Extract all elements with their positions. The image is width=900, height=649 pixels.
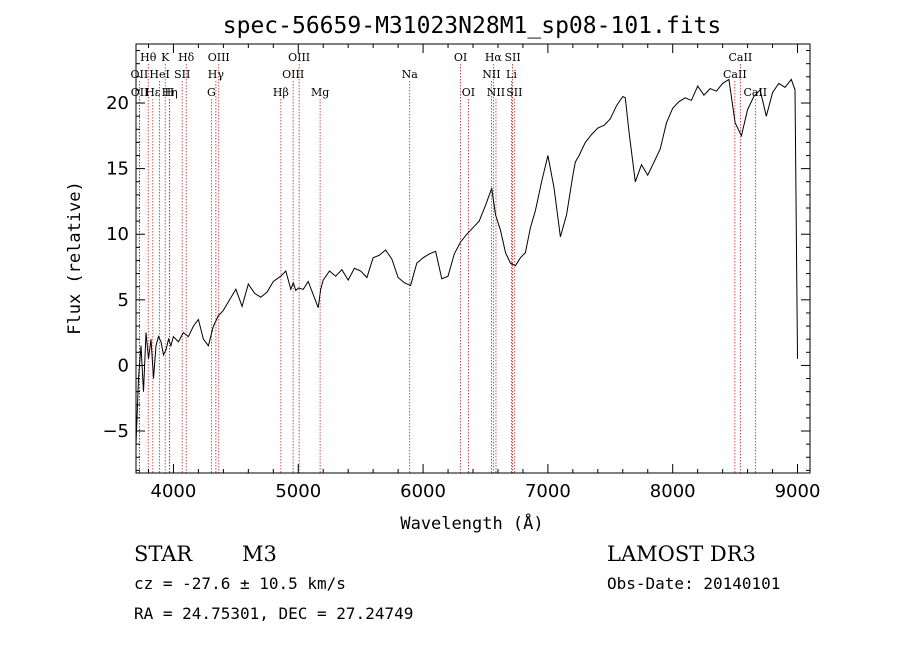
flux-series-line <box>135 78 798 445</box>
x-tick-label: 7000 <box>525 481 571 502</box>
x-tick-label: 5000 <box>275 481 321 502</box>
line-marker-label: Hε <box>145 86 161 99</box>
line-marker-label: Hβ <box>273 86 289 99</box>
x-axis-label: Wavelength (Å) <box>400 512 543 534</box>
line-marker-label: Li <box>506 68 517 81</box>
y-tick-label: 0 <box>118 355 129 376</box>
object-class: STAR <box>134 542 193 566</box>
line-marker-label: Hθ <box>140 51 157 64</box>
y-tick-label: 20 <box>106 93 129 114</box>
survey-name: LAMOST DR3 <box>607 542 756 566</box>
line-marker-label: OII <box>131 86 149 99</box>
line-marker-label: OIII <box>208 51 230 64</box>
line-marker-label: Mg <box>311 86 329 99</box>
object-subclass: M3 <box>242 542 277 566</box>
line-marker-label: SII <box>506 86 522 99</box>
y-tick-label: 10 <box>106 224 129 245</box>
line-marker-label: OIII <box>282 68 304 81</box>
y-tick-label: 5 <box>118 290 129 311</box>
line-marker-label: NII <box>487 86 505 99</box>
line-marker-label: SII <box>504 51 520 64</box>
x-tick-label: 9000 <box>775 481 821 502</box>
y-tick-label: −5 <box>102 421 129 442</box>
line-marker-label: CaII <box>743 86 767 99</box>
coordinates-info: RA = 24.75301, DEC = 27.24749 <box>134 604 413 623</box>
y-axis-label: Flux (relative) <box>65 181 85 335</box>
x-tick-label: 8000 <box>650 481 696 502</box>
y-tick-label: 15 <box>106 159 129 180</box>
chart-title: spec-56659-M31023N28M1_sp08-101.fits <box>223 13 722 39</box>
line-marker-label: OI <box>462 86 475 99</box>
line-marker-label: OI <box>454 51 467 64</box>
line-marker-label: HeI <box>149 68 169 81</box>
observation-date: Obs-Date: 20140101 <box>607 574 780 593</box>
line-marker-label: CaII <box>729 51 753 64</box>
redshift-info: cz = -27.6 ± 10.5 km/s <box>134 574 346 593</box>
line-marker-label: Hα <box>485 51 503 64</box>
line-marker-label: OIII <box>288 51 310 64</box>
line-marker-label: Hη <box>162 86 178 99</box>
x-axis-ticks: 4000 5000 6000 7000 8000 9000 <box>147 44 821 502</box>
y-axis-ticks: −5 0 5 10 15 20 <box>102 50 810 471</box>
line-marker-label: Na <box>402 68 419 81</box>
line-marker-label: G <box>207 86 216 99</box>
line-marker-label: OII <box>131 68 149 81</box>
line-marker-label: Hγ <box>208 68 225 81</box>
plot-frame <box>135 43 811 474</box>
x-tick-label: 4000 <box>151 481 197 502</box>
line-marker-label: NII <box>482 68 500 81</box>
line-marker-label: CaII <box>723 68 747 81</box>
line-marker-label: K <box>161 51 170 64</box>
x-tick-label: 6000 <box>400 481 446 502</box>
line-marker-label: H <box>165 86 175 99</box>
line-marker-label: Hδ <box>178 51 195 64</box>
line-marker-label: SII <box>174 68 190 81</box>
